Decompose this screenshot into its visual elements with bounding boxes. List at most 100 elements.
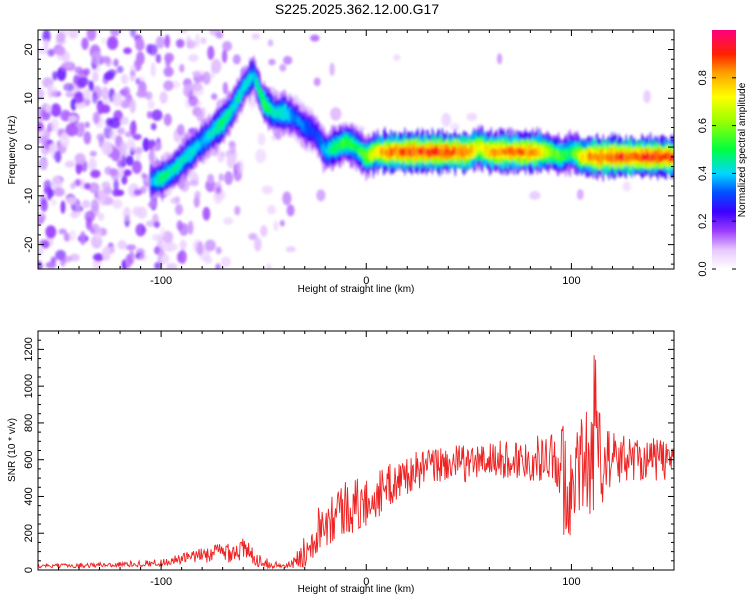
heatmap-noise-cell <box>204 239 216 252</box>
heatmap-noise-cell <box>50 199 58 206</box>
heatmap-noise-cell <box>196 109 204 122</box>
heatmap-noise-cell <box>107 69 117 77</box>
heatmap-noise-cell <box>261 185 273 195</box>
colorbar-tick-label: 0.6 <box>697 118 709 133</box>
heatmap-noise-cell <box>450 122 460 132</box>
heatmap-noise-cell <box>643 90 651 104</box>
heatmap-noise-cell <box>207 173 215 184</box>
y-tick-label: 600 <box>23 451 35 469</box>
snr-ylabel: SNR (10 * v/v) <box>7 418 18 482</box>
heatmap-noise-cell <box>93 253 104 262</box>
snr-series-line <box>38 355 674 570</box>
heatmap-noise-cell <box>59 132 70 147</box>
heatmap-noise-cell <box>38 260 43 269</box>
heatmap-noise-cell <box>119 116 129 125</box>
heatmap-noise-cell <box>79 231 86 246</box>
y-tick-label: 200 <box>23 524 35 542</box>
heatmap-noise-cell <box>82 88 91 101</box>
y-tick-label: 10 <box>23 92 35 104</box>
heatmap-noise-cell <box>176 252 182 263</box>
heatmap-noise-cell <box>170 197 180 204</box>
x-tick-label: 100 <box>562 576 580 588</box>
heatmap-noise-cell <box>188 180 199 187</box>
heatmap-noise-cell <box>44 104 52 113</box>
heatmap-noise-cell <box>104 166 113 176</box>
heatmap-noise-cell <box>105 117 114 127</box>
snr-xlabel: Height of straight line (km) <box>298 584 415 595</box>
heatmap-noise-cell <box>128 250 135 265</box>
colorbar-gradient <box>712 30 736 269</box>
heatmap-noise-cell <box>193 83 204 97</box>
heatmap-noise-cell <box>218 173 224 182</box>
heatmap-noise-cell <box>43 186 49 194</box>
heatmap-noise-cell <box>50 256 57 264</box>
heatmap-noise-cell <box>267 39 274 47</box>
heatmap-noise-cell <box>125 244 137 251</box>
heatmap-noise-cell <box>88 80 94 92</box>
heatmap-noise-cell <box>118 141 127 156</box>
y-tick-label: 800 <box>23 414 35 432</box>
heatmap-noise-cell <box>110 168 120 181</box>
heatmap-noise-cell <box>196 241 204 256</box>
heatmap-noise-cell <box>54 150 62 163</box>
heatmap-noise-cell <box>70 125 79 136</box>
heatmap-noise-cell <box>205 179 216 193</box>
heatmap-noise-cell <box>226 153 236 169</box>
heatmap-noise-cell <box>129 121 137 136</box>
colorbar-label: Normalized spectral amplitude <box>737 82 748 217</box>
heatmap-noise-cell <box>221 49 228 63</box>
heatmap-noise-cell <box>102 246 111 261</box>
heatmap-noise-cell <box>123 47 132 55</box>
heatmap-noise-cell <box>50 103 62 117</box>
heatmap-noise-cell <box>175 38 185 48</box>
heatmap-noise-cell <box>56 32 66 43</box>
y-tick-label: 1200 <box>23 337 35 361</box>
heatmap-noise-cell <box>163 113 172 126</box>
colorbar-tick-label: 0.4 <box>697 166 709 181</box>
heatmap-noise-cell <box>38 121 44 132</box>
heatmap-noise-cell <box>136 51 145 66</box>
heatmap-noise-cell <box>64 160 75 168</box>
heatmap-noise-cell <box>313 77 321 87</box>
heatmap-noise-cell <box>235 159 245 174</box>
heatmap-noise-cell <box>121 154 127 168</box>
heatmap-noise-cell <box>195 33 201 48</box>
heatmap-noise-cell <box>147 150 156 163</box>
spectrogram-xlabel: Height of straight line (km) <box>298 284 415 295</box>
heatmap-noise-cell <box>43 39 49 50</box>
heatmap-noise-cell <box>222 81 228 95</box>
heatmap-noise-cell <box>150 62 156 77</box>
heatmap-noise-cell <box>88 182 100 194</box>
heatmap-noise-cell <box>38 239 50 247</box>
heatmap-noise-cell <box>115 189 125 196</box>
heatmap-noise-cell <box>66 197 77 205</box>
heatmap-noise-cell <box>161 253 170 264</box>
heatmap-noise-cell <box>70 182 76 189</box>
heatmap-noise-cell <box>202 206 211 221</box>
heatmap-noise-cell <box>576 189 584 200</box>
heatmap-noise-cell <box>40 135 48 145</box>
heatmap-noise-cell <box>84 210 96 223</box>
heatmap-noise-cell <box>164 34 171 49</box>
heatmap-noise-cell <box>232 54 241 65</box>
heatmap-noise-cell <box>215 263 221 269</box>
heatmap-noise-cell <box>79 121 85 135</box>
x-tick-label: 0 <box>363 576 369 588</box>
heatmap-noise-cell <box>147 201 158 209</box>
heatmap-noise-cell <box>224 171 234 186</box>
heatmap-noise-cell <box>47 86 58 98</box>
heatmap-noise-cell <box>131 160 142 174</box>
heatmap-noise-cell <box>117 240 127 250</box>
heatmap-noise-cell <box>41 142 50 156</box>
heatmap-noise-cell <box>223 217 234 225</box>
heatmap-noise-cell <box>187 220 194 235</box>
heatmap-noise-cell <box>147 141 154 151</box>
heatmap-noise-cell <box>282 191 292 206</box>
heatmap-noise-cell <box>171 243 178 251</box>
heatmap-noise-cell <box>129 65 137 72</box>
y-tick-label: 400 <box>23 487 35 505</box>
heatmap-noise-cell <box>117 166 125 178</box>
heatmap-noise-cell <box>129 74 136 82</box>
heatmap-noise-cell <box>63 83 75 92</box>
